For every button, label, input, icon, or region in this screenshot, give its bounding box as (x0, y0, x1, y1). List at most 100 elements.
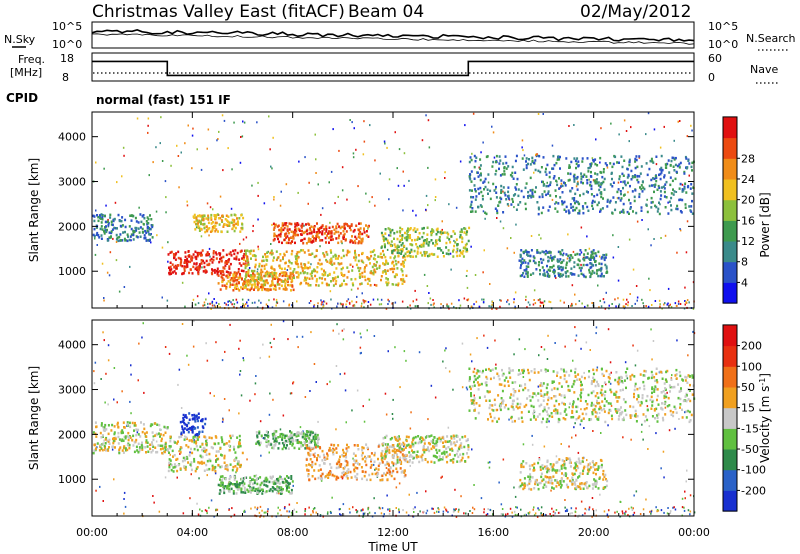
echo-cell (276, 478, 278, 481)
echo-cell (139, 226, 142, 229)
noise-point (357, 185, 359, 188)
noise-point (442, 360, 444, 363)
echo-cell (496, 209, 499, 212)
echo-cell (304, 276, 307, 279)
noise-point (394, 131, 396, 134)
echo-cell (560, 261, 563, 265)
echo-cell (189, 260, 192, 264)
echo-cell (268, 274, 271, 278)
echo-cell (144, 236, 147, 240)
noise-point (292, 484, 294, 487)
echo-cell (552, 270, 555, 273)
echo-cell (553, 255, 556, 258)
echo-cell (273, 226, 276, 230)
frequency-trace (92, 60, 694, 77)
echo-cell (183, 269, 186, 272)
echo-cell (313, 268, 316, 271)
noise-point (670, 377, 673, 380)
noise-point (675, 191, 678, 193)
echo-cell (393, 237, 395, 240)
echo-cell (533, 161, 535, 165)
echo-cell (287, 435, 290, 439)
echo-cell (430, 233, 433, 237)
noise-point (632, 268, 635, 271)
echo-cell (590, 272, 593, 275)
echo-cell (101, 218, 104, 221)
echo-cell (207, 214, 210, 217)
echo-cell (309, 458, 312, 461)
echo-cell (381, 271, 384, 274)
echo-cell (640, 206, 643, 209)
echo-cell (641, 190, 644, 193)
echo-cell (196, 433, 199, 437)
echo-cell (256, 489, 259, 493)
echo-cell (209, 259, 212, 262)
echo-cell (279, 266, 282, 270)
echo-cell (380, 231, 383, 235)
echo-cell (378, 264, 381, 268)
noise-point (588, 178, 590, 181)
noise-point (628, 140, 630, 143)
echo-cell (130, 219, 133, 222)
echo-cell (211, 261, 214, 264)
echo-cell (160, 439, 163, 443)
freq-label-top: Freq. (18, 53, 45, 66)
ground-scatter-point (458, 299, 460, 302)
echo-cell (233, 478, 236, 481)
echo-cell (521, 257, 524, 261)
echo-cell (665, 196, 668, 199)
echo-cell (286, 277, 289, 281)
echo-cell (358, 240, 361, 243)
nsky-label: N.Sky (4, 33, 36, 46)
echo-cell (333, 262, 336, 265)
echo-cell (548, 175, 551, 179)
echo-cell (286, 225, 289, 228)
noise-point (535, 155, 538, 158)
noise-point (209, 206, 212, 209)
echo-cell (254, 285, 257, 289)
echo-cell (281, 436, 284, 439)
echo-cell (361, 232, 364, 236)
noise-point (580, 263, 582, 266)
echo-cell (263, 437, 266, 440)
echo-cell (220, 260, 223, 263)
noise-point (580, 347, 582, 350)
echo-cell (520, 262, 523, 265)
echo-cell (416, 245, 419, 249)
echo-cell (596, 164, 599, 167)
echo-cell (285, 434, 288, 438)
noise-point (396, 167, 398, 170)
echo-cell (122, 431, 124, 434)
noise-point (554, 342, 556, 344)
echo-cell (578, 259, 581, 263)
noise-point (691, 129, 693, 132)
noise-point (448, 370, 451, 373)
echo-cell (283, 238, 286, 241)
echo-cell (208, 262, 211, 266)
ground-scatter-point (304, 508, 307, 510)
noise-point (224, 350, 226, 353)
echo-cell (307, 266, 310, 270)
echo-cell (246, 271, 249, 275)
echo-cell (100, 225, 103, 228)
echo-cell (195, 223, 198, 226)
ground-scatter-point (426, 509, 429, 512)
noise-point (196, 295, 199, 298)
echo-cell (104, 423, 107, 427)
ground-scatter-point (625, 510, 627, 513)
noise-point (123, 491, 126, 494)
echo-cell (591, 204, 594, 208)
echo-cell (387, 262, 389, 265)
noise-point (200, 235, 203, 238)
ground-scatter-point (685, 302, 688, 304)
noise-point (483, 249, 485, 252)
echo-cell (279, 272, 281, 276)
echo-cell (524, 207, 527, 211)
echo-cell (632, 210, 634, 213)
echo-cell (285, 241, 288, 245)
echo-cell (345, 230, 348, 233)
echo-cell (405, 457, 408, 461)
echo-cell (392, 462, 395, 465)
echo-cell (286, 444, 288, 447)
echo-cell (268, 288, 271, 291)
